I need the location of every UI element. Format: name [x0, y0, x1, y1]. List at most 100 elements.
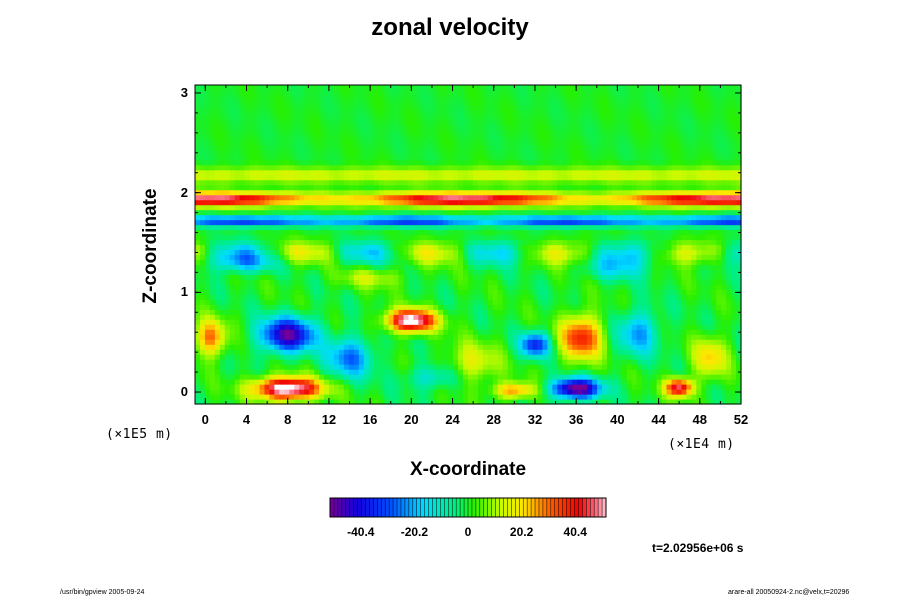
heatmap-cell — [304, 234, 310, 241]
heatmap-cell — [304, 94, 310, 101]
heatmap-cell — [324, 244, 330, 251]
heatmap-cell — [224, 114, 231, 121]
heatmap-cell — [259, 274, 266, 280]
heatmap-cell — [274, 194, 280, 201]
heatmap-cell — [393, 349, 400, 355]
heatmap-cell — [284, 139, 290, 146]
heatmap-cell — [319, 319, 325, 325]
heatmap-cell — [348, 159, 355, 166]
heatmap-cell — [542, 159, 549, 166]
heatmap-cell — [502, 214, 509, 221]
heatmap-cell — [517, 399, 524, 405]
heatmap-cell — [572, 184, 578, 191]
heatmap-cell — [234, 89, 241, 96]
heatmap-cell — [393, 114, 400, 121]
heatmap-cell — [517, 119, 524, 126]
heatmap-cell — [363, 304, 370, 310]
heatmap-cell — [507, 289, 514, 295]
heatmap-cell — [453, 89, 459, 96]
heatmap-cell — [244, 114, 251, 121]
heatmap-cell — [204, 119, 211, 126]
heatmap-cell — [383, 259, 390, 266]
heatmap-cell — [319, 104, 325, 111]
heatmap-cell — [408, 334, 414, 340]
heatmap-cell — [239, 324, 246, 330]
heatmap-cell — [224, 394, 231, 400]
heatmap-cell — [333, 129, 340, 136]
heatmap-cell — [343, 384, 350, 390]
heatmap-cell — [517, 149, 524, 156]
heatmap-cell — [393, 299, 400, 305]
heatmap-cell — [199, 134, 206, 141]
heatmap-cell — [219, 249, 226, 256]
heatmap-cell — [502, 114, 509, 121]
heatmap-cell — [319, 134, 325, 141]
heatmap-cell — [572, 139, 578, 146]
heatmap-cell — [294, 174, 300, 181]
heatmap-cell — [413, 199, 419, 206]
heatmap-cell — [244, 374, 251, 380]
heatmap-cell — [363, 124, 370, 131]
heatmap-cell — [304, 334, 310, 340]
heatmap-cell — [299, 294, 305, 300]
heatmap-cell — [219, 289, 226, 295]
heatmap-cell — [269, 259, 276, 266]
heatmap-cell — [363, 314, 370, 320]
heatmap-cell — [209, 139, 216, 146]
heatmap-cell — [314, 149, 320, 156]
heatmap-cell — [532, 354, 539, 360]
heatmap-cell — [468, 249, 474, 256]
heatmap-cell — [204, 399, 211, 405]
heatmap-cell — [324, 289, 330, 295]
heatmap-cell — [373, 244, 380, 251]
heatmap-cell — [492, 89, 499, 96]
heatmap-cell — [333, 199, 340, 206]
heatmap-cell — [299, 329, 305, 335]
heatmap-cell — [517, 344, 524, 350]
heatmap-cell — [557, 244, 563, 251]
heatmap-cell — [527, 219, 534, 226]
heatmap-cell — [527, 244, 534, 251]
heatmap-cell — [368, 299, 375, 305]
heatmap-cell — [329, 89, 335, 96]
heatmap-cell — [398, 289, 405, 295]
heatmap-cell — [502, 159, 509, 166]
heatmap-cell — [562, 324, 568, 330]
heatmap-cell — [378, 149, 385, 156]
heatmap-cell — [497, 384, 504, 390]
heatmap-cell — [244, 119, 251, 126]
heatmap-cell — [482, 309, 489, 315]
heatmap-cell — [373, 334, 380, 340]
heatmap-cell — [209, 99, 216, 106]
heatmap-cell — [398, 219, 405, 226]
heatmap-cell — [209, 294, 216, 300]
heatmap-cell — [284, 394, 290, 400]
heatmap-cell — [482, 344, 489, 350]
heatmap-cell — [244, 189, 251, 196]
heatmap-cell — [468, 134, 474, 141]
heatmap-cell — [458, 94, 464, 101]
heatmap-cell — [423, 179, 429, 186]
heatmap-cell — [309, 319, 315, 325]
heatmap-cell — [338, 234, 345, 241]
heatmap-cell — [433, 144, 439, 151]
heatmap-cell — [269, 114, 276, 121]
heatmap-cell — [418, 194, 424, 201]
heatmap-cell — [244, 399, 251, 405]
heatmap-cell — [343, 149, 350, 156]
heatmap-cell — [363, 254, 370, 261]
heatmap-cell — [274, 159, 280, 166]
heatmap-cell — [398, 309, 405, 315]
heatmap-cell — [433, 174, 439, 181]
heatmap-cell — [408, 204, 414, 211]
heatmap-cell — [492, 184, 499, 191]
heatmap-cell — [229, 104, 236, 111]
heatmap-cell — [224, 249, 231, 256]
heatmap-cell — [532, 264, 539, 271]
heatmap-cell — [413, 254, 419, 261]
heatmap-cell — [363, 299, 370, 305]
heatmap-cell — [487, 249, 494, 256]
heatmap-cell — [527, 314, 534, 320]
heatmap-cell — [314, 284, 320, 290]
heatmap-cell — [368, 399, 375, 405]
